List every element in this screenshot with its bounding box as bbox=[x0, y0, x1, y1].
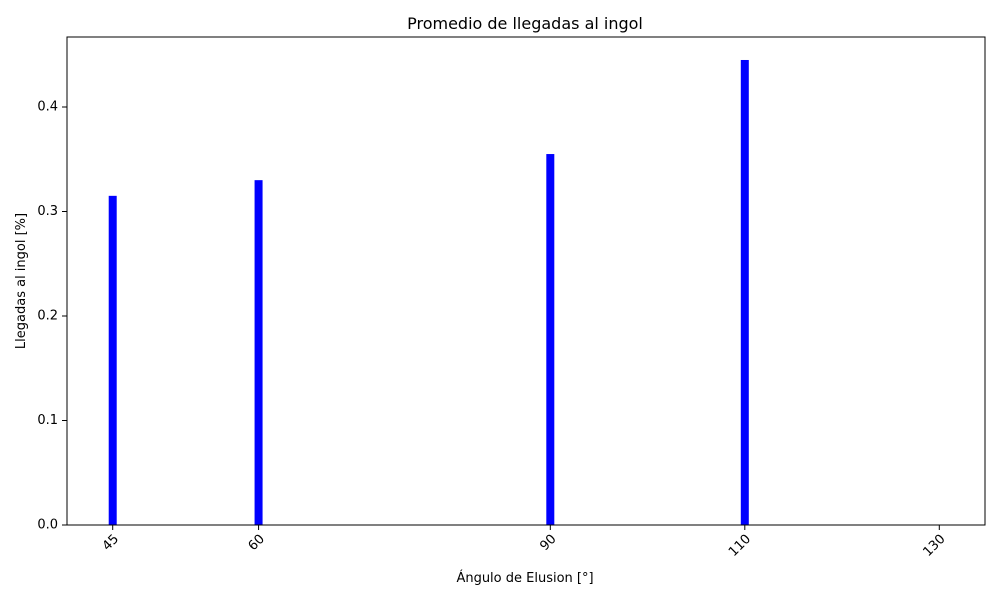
y-tick-label: 0.0 bbox=[37, 518, 58, 533]
y-axis-label: Llegadas al ingol [%] bbox=[14, 213, 29, 349]
x-axis-label: Ángulo de Elusion [°] bbox=[456, 570, 593, 586]
x-tick-label: 60 bbox=[246, 532, 268, 554]
bars-group bbox=[108, 59, 749, 526]
x-axis-ticks: 45 60 90 110 130 bbox=[100, 525, 949, 560]
x-tick-label: 90 bbox=[537, 532, 559, 554]
bar-90 bbox=[546, 154, 555, 526]
y-tick-label: 0.4 bbox=[37, 100, 58, 115]
bar-110 bbox=[740, 59, 749, 526]
y-tick-label: 0.1 bbox=[37, 413, 58, 428]
bar-60 bbox=[254, 180, 263, 525]
x-tick-label: 45 bbox=[100, 532, 122, 554]
y-tick-label: 0.2 bbox=[37, 309, 58, 324]
x-tick-label: 130 bbox=[920, 532, 948, 560]
x-tick-label: 110 bbox=[726, 532, 754, 560]
plot-frame bbox=[66, 36, 986, 526]
y-tick-label: 0.3 bbox=[37, 204, 58, 219]
bar-45 bbox=[108, 195, 117, 525]
y-axis-ticks: 0.0 0.1 0.2 0.3 0.4 bbox=[37, 100, 67, 533]
chart-title: Promedio de llegadas al ingol bbox=[407, 14, 643, 33]
